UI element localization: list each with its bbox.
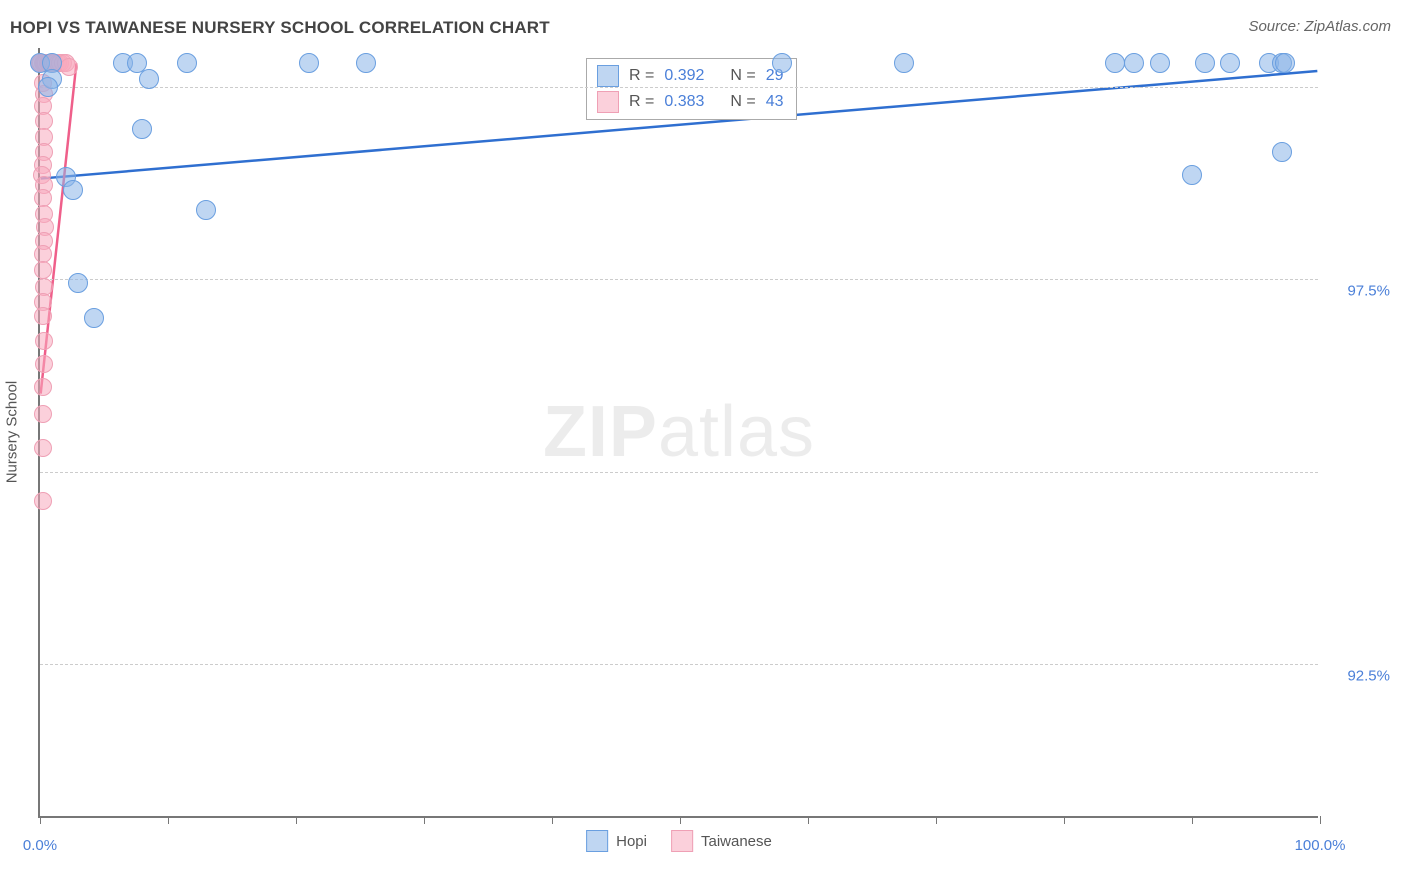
x-tick bbox=[424, 816, 425, 824]
legend-label: Hopi bbox=[616, 833, 647, 850]
hopi-point bbox=[1275, 53, 1295, 73]
hopi-point bbox=[1105, 53, 1125, 73]
taiwanese-point bbox=[35, 355, 53, 373]
legend: Hopi Taiwanese bbox=[586, 830, 772, 852]
x-tick bbox=[552, 816, 553, 824]
taiwanese-point bbox=[60, 58, 78, 76]
x-tick bbox=[1192, 816, 1193, 824]
chart-title: HOPI VS TAIWANESE NURSERY SCHOOL CORRELA… bbox=[10, 18, 550, 37]
hopi-point bbox=[38, 77, 58, 97]
hopi-point bbox=[196, 200, 216, 220]
stats-row-taiwanese: R = 0.383 N = 43 bbox=[597, 89, 784, 115]
hopi-point bbox=[894, 53, 914, 73]
r-value-taiwanese: 0.383 bbox=[664, 89, 704, 115]
taiwanese-point bbox=[34, 378, 52, 396]
y-tick-label: 92.5% bbox=[1330, 668, 1390, 685]
x-tick bbox=[808, 816, 809, 824]
gridline bbox=[40, 664, 1318, 665]
y-axis-label: Nursery School bbox=[4, 381, 21, 484]
taiwanese-point bbox=[34, 405, 52, 423]
taiwanese-point bbox=[34, 439, 52, 457]
x-tick bbox=[1320, 816, 1321, 824]
taiwanese-point bbox=[34, 261, 52, 279]
stats-row-hopi: R = 0.392 N = 29 bbox=[597, 63, 784, 89]
hopi-point bbox=[132, 119, 152, 139]
hopi-point bbox=[63, 180, 83, 200]
legend-label: Taiwanese bbox=[701, 833, 772, 850]
r-value-hopi: 0.392 bbox=[664, 63, 704, 89]
x-tick bbox=[936, 816, 937, 824]
n-label: N = bbox=[730, 89, 755, 115]
x-tick bbox=[296, 816, 297, 824]
plot-area: ZIPatlas R = 0.392 N = 29 R = 0.383 N = … bbox=[40, 48, 1318, 816]
r-label: R = bbox=[629, 63, 654, 89]
gridline bbox=[40, 279, 1318, 280]
hopi-point bbox=[1182, 165, 1202, 185]
hopi-swatch-icon bbox=[586, 830, 608, 852]
x-tick bbox=[680, 816, 681, 824]
plot-frame: Nursery School ZIPatlas R = 0.392 N = 29… bbox=[38, 48, 1318, 818]
x-tick bbox=[40, 816, 41, 824]
y-tick-label: 97.5% bbox=[1330, 283, 1390, 300]
legend-item-hopi: Hopi bbox=[586, 830, 647, 852]
trend-lines bbox=[40, 48, 1318, 816]
legend-item-taiwanese: Taiwanese bbox=[671, 830, 772, 852]
taiwanese-point bbox=[34, 492, 52, 510]
taiwanese-swatch-icon bbox=[597, 91, 619, 113]
watermark: ZIPatlas bbox=[543, 391, 815, 473]
taiwanese-point bbox=[35, 332, 53, 350]
x-tick-label: 100.0% bbox=[1295, 837, 1346, 854]
hopi-point bbox=[299, 53, 319, 73]
n-value-taiwanese: 43 bbox=[766, 89, 784, 115]
stats-box: R = 0.392 N = 29 R = 0.383 N = 43 bbox=[586, 58, 797, 120]
hopi-point bbox=[1195, 53, 1215, 73]
hopi-point bbox=[84, 308, 104, 328]
hopi-point bbox=[1272, 142, 1292, 162]
taiwanese-swatch-icon bbox=[671, 830, 693, 852]
hopi-point bbox=[139, 69, 159, 89]
hopi-point bbox=[772, 53, 792, 73]
hopi-point bbox=[1150, 53, 1170, 73]
hopi-swatch-icon bbox=[597, 65, 619, 87]
x-tick bbox=[168, 816, 169, 824]
gridline bbox=[40, 87, 1318, 88]
gridline bbox=[40, 472, 1318, 473]
hopi-point bbox=[177, 53, 197, 73]
hopi-point bbox=[1124, 53, 1144, 73]
x-tick-label: 0.0% bbox=[23, 837, 57, 854]
n-label: N = bbox=[730, 63, 755, 89]
source-attribution: Source: ZipAtlas.com bbox=[1248, 18, 1391, 35]
r-label: R = bbox=[629, 89, 654, 115]
hopi-point bbox=[1220, 53, 1240, 73]
taiwanese-point bbox=[34, 307, 52, 325]
x-tick bbox=[1064, 816, 1065, 824]
hopi-point bbox=[68, 273, 88, 293]
hopi-point bbox=[356, 53, 376, 73]
